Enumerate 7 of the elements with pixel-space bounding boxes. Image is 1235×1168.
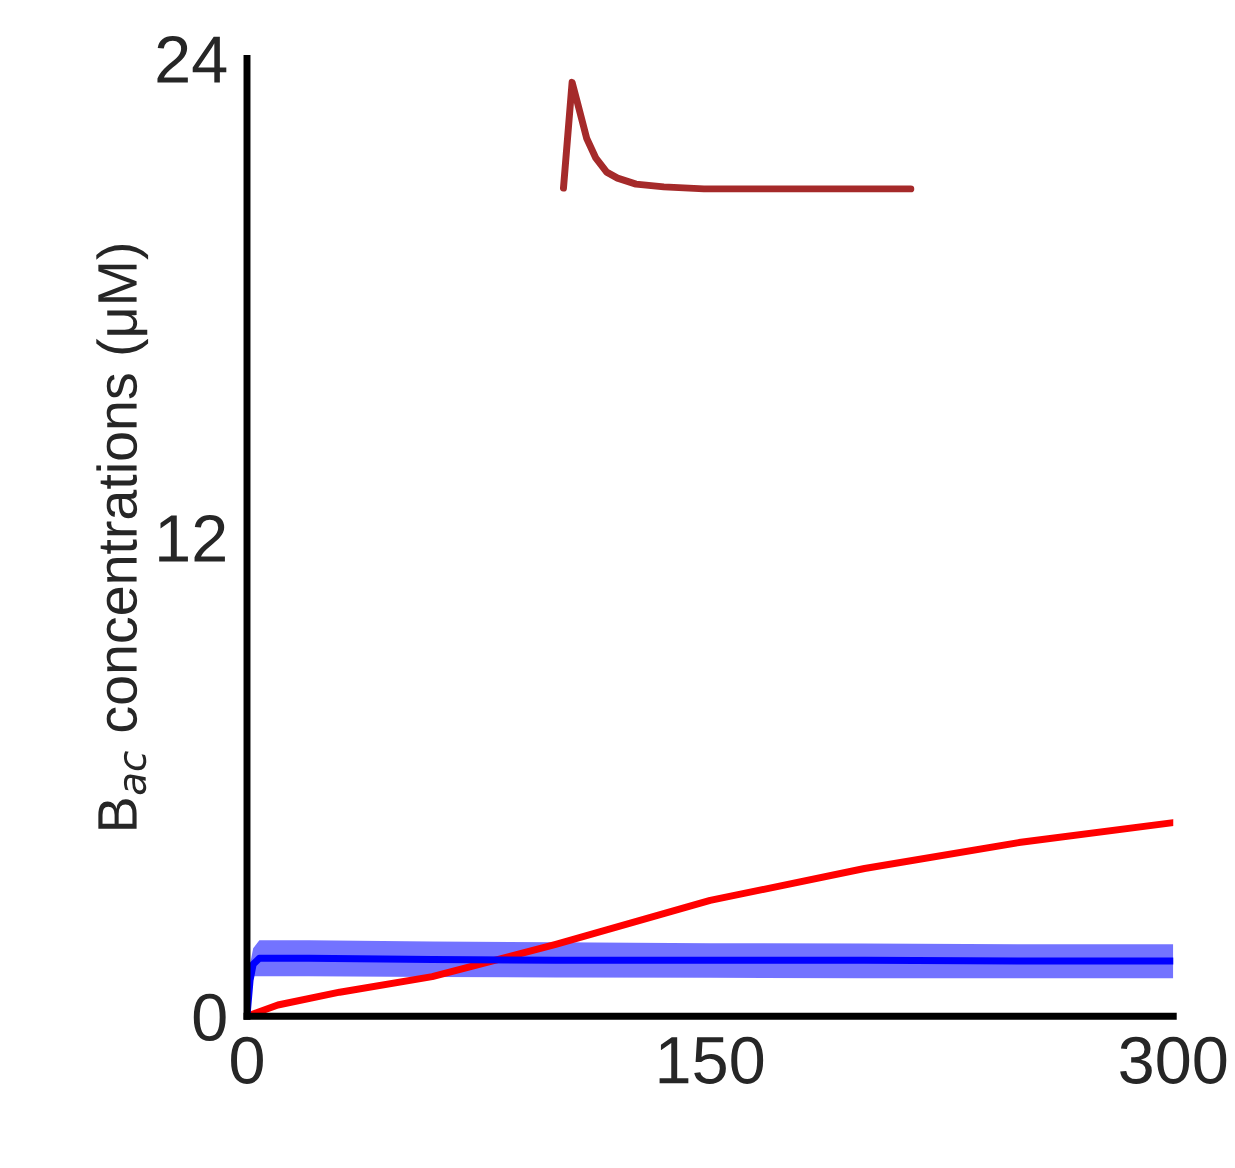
y-tick-label: 24 xyxy=(157,36,227,83)
x-tick-label: 150 xyxy=(659,1036,764,1084)
y-axis-title: B$_{ac}$ concentrations (μM) xyxy=(96,245,149,829)
y-tick-label: 12 xyxy=(159,514,225,562)
y-tick-label: 0 xyxy=(193,993,226,1041)
x-tick-label: 300 xyxy=(1120,1036,1227,1084)
x-tick-label: 0 xyxy=(231,1036,263,1084)
